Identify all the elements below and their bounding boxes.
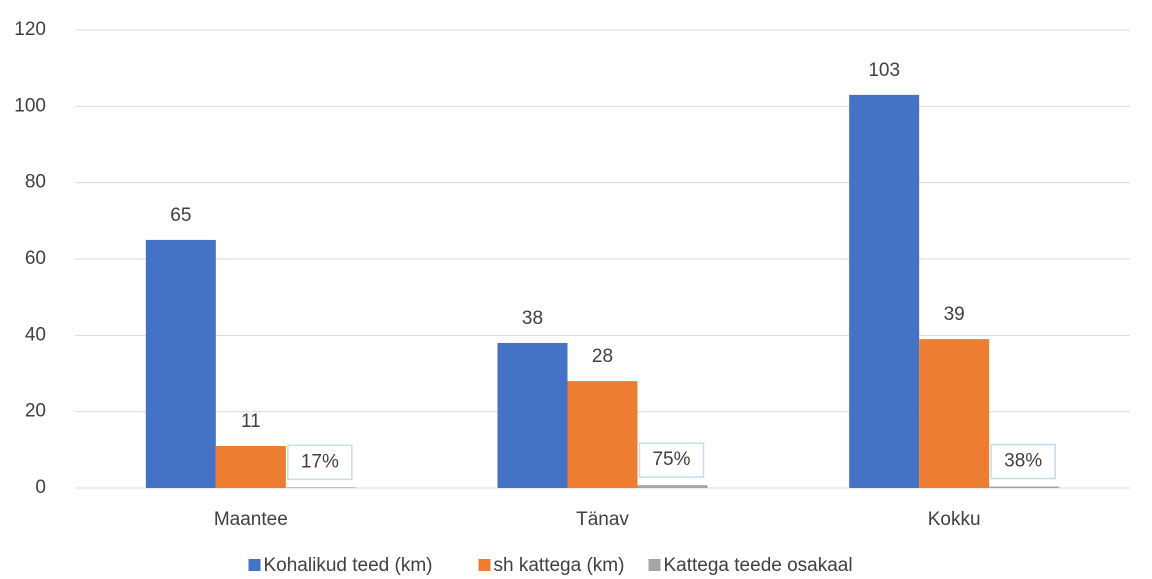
legend-swatch [478, 559, 491, 571]
data-label-box [638, 442, 705, 478]
x-tick-label: Kokku [928, 509, 981, 530]
legend-swatch [648, 559, 661, 571]
data-label: 28 [592, 346, 613, 367]
y-tick-label: 80 [25, 172, 46, 193]
legend-label: Kattega teede osakaal [664, 555, 853, 576]
data-label: 103 [868, 60, 900, 81]
data-label: 11 [241, 411, 261, 432]
y-tick-label: 120 [14, 19, 46, 40]
bar [567, 381, 638, 488]
bar [637, 485, 708, 488]
bar [497, 342, 568, 488]
bar [849, 94, 920, 488]
y-tick-label: 40 [25, 324, 46, 345]
legend-label: sh kattega (km) [494, 555, 625, 576]
bar [145, 239, 216, 488]
data-label-box [287, 444, 353, 481]
data-label: 39 [944, 304, 965, 325]
bar [919, 339, 990, 488]
data-label: 17% [301, 451, 339, 472]
data-label: 38% [1004, 451, 1042, 472]
data-label: 75% [652, 449, 690, 470]
y-tick-label: 0 [35, 477, 46, 498]
data-label-box [990, 443, 1056, 480]
legend-label: Kohalikud teed (km) [264, 555, 433, 576]
x-tick-label: Maantee [214, 509, 288, 530]
x-tick-label: Tänav [576, 509, 629, 530]
data-label: 38 [522, 308, 543, 329]
bar [215, 446, 286, 488]
bar [285, 487, 356, 488]
y-tick-label: 100 [14, 95, 46, 116]
y-tick-label: 20 [25, 401, 46, 422]
data-label: 65 [170, 205, 191, 226]
y-tick-label: 60 [25, 248, 46, 269]
legend-swatch [248, 559, 261, 571]
bar [989, 486, 1060, 488]
